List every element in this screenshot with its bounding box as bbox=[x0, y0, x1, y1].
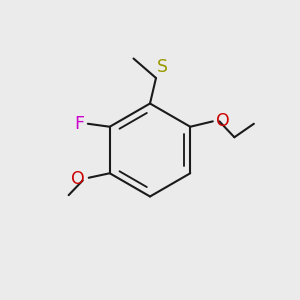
Text: O: O bbox=[71, 170, 85, 188]
Text: F: F bbox=[74, 115, 84, 133]
Text: O: O bbox=[216, 112, 230, 130]
Text: S: S bbox=[157, 58, 168, 76]
